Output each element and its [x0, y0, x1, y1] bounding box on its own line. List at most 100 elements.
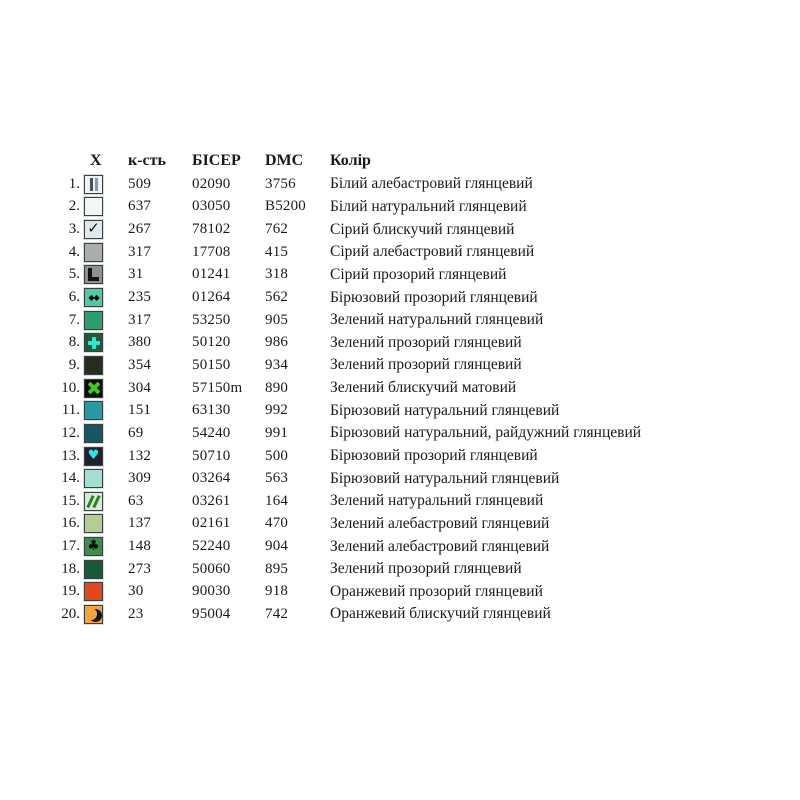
dmc-code: 500: [265, 447, 289, 464]
dmc-code: 991: [265, 424, 289, 441]
bead-code: 02090: [192, 175, 231, 192]
symbol-cell: [84, 514, 128, 534]
table-row: 2. 637 03050 B5200 Білий натуральний гля…: [58, 196, 758, 219]
bead-count: 148: [128, 538, 152, 555]
symbol-cell: [84, 423, 128, 443]
bead-code: 50710: [192, 447, 231, 464]
bead-count: 273: [128, 560, 152, 577]
table-row: 16. 137 02161 470 Зелений алебастровий г…: [58, 513, 758, 536]
dmc-code: 904: [265, 538, 289, 555]
bead-count: 63: [128, 492, 144, 509]
symbol-swatch: [84, 423, 103, 443]
row-number: 6.: [68, 289, 80, 306]
bead-count: 317: [128, 311, 152, 328]
bead-code: 78102: [192, 221, 231, 238]
symbol-cell: [84, 355, 128, 375]
heart-icon: ♥: [87, 448, 100, 463]
color-name: Оранжевий блискучий глянцевий: [330, 605, 551, 623]
color-name: Бірюзовий прозорий глянцевий: [330, 447, 538, 464]
bead-code: 03261: [192, 492, 231, 509]
row-number: 13.: [61, 447, 80, 464]
row-number: 12.: [61, 424, 80, 441]
dmc-code: 3756: [265, 175, 296, 192]
header-count: к-сть: [128, 151, 166, 169]
table-row: 5. 31 01241 318 Сірий прозорий глянцевий: [58, 264, 758, 287]
dmc-code: 563: [265, 470, 289, 487]
symbol-swatch: [84, 582, 103, 602]
symbol-swatch: [84, 242, 103, 262]
header-bead: БІСЕР: [192, 151, 241, 169]
bead-code: 52240: [192, 538, 231, 555]
symbol-swatch: [84, 469, 103, 489]
table-row: 9. 354 50150 934 Зелений прозорий глянце…: [58, 354, 758, 377]
header-dmc: DMC: [265, 151, 304, 169]
row-number: 11.: [61, 402, 80, 419]
bead-count: 235: [128, 289, 152, 306]
table-row: 13. ♥ 132 50710 500 Бірюзовий прозорий г…: [58, 445, 758, 468]
symbol-swatch: [84, 355, 103, 375]
table-row: 17. ♣ 148 52240 904 Зелений алебастровий…: [58, 535, 758, 558]
row-number: 5.: [68, 266, 80, 283]
dmc-code: 934: [265, 356, 289, 373]
dmc-code: 895: [265, 560, 289, 577]
bead-count: 151: [128, 402, 152, 419]
dmc-code: 164: [265, 492, 289, 509]
symbol-cell: [84, 197, 128, 217]
dmc-code: 318: [265, 266, 289, 283]
color-name: Бірюзовий натуральний, райдужний глянцев…: [330, 424, 642, 442]
bead-count: 354: [128, 356, 152, 373]
color-name: Зелений алебастровий глянцевий: [330, 537, 550, 555]
table-row: 4. 317 17708 415 Сірий алебастровий глян…: [58, 241, 758, 264]
dmc-code: 415: [265, 243, 289, 260]
bead-count: 137: [128, 515, 152, 532]
table-row: 6. ◆◆ 235 01264 562 Бірюзовий прозорий г…: [58, 286, 758, 309]
row-number: 7.: [68, 311, 80, 328]
dmc-code: 470: [265, 515, 289, 532]
table-row: 18. 273 50060 895 Зелений прозорий глянц…: [58, 558, 758, 581]
table-row: 1. 509 02090 3756 Білий алебастровий гля…: [58, 173, 758, 196]
bead-code: 01241: [192, 266, 231, 283]
legend-header-row: X к-сть БІСЕР DMC Колір: [58, 148, 758, 173]
bead-code: 02161: [192, 515, 231, 532]
legend-table-body: 1. 509 02090 3756 Білий алебастровий гля…: [58, 173, 758, 626]
dmc-code: 762: [265, 221, 289, 238]
bead-code: 54240: [192, 424, 231, 441]
bead-count: 380: [128, 334, 152, 351]
bead-count: 637: [128, 198, 152, 215]
symbol-cell: ♥: [84, 446, 128, 466]
row-number: 1.: [68, 175, 80, 192]
color-name: Зелений натуральний глянцевий: [330, 492, 544, 510]
symbol-swatch-clover: ♣: [84, 537, 103, 557]
bead-code: 95004: [192, 605, 231, 622]
color-name: Бірюзовий натуральний глянцевий: [330, 401, 560, 419]
symbol-cell: [84, 242, 128, 262]
symbol-cell: [84, 491, 128, 511]
color-name: Сірий прозорий глянцевий: [330, 265, 507, 283]
symbol-swatch-X: [84, 378, 103, 398]
row-number: 4.: [68, 243, 80, 260]
symbol-cell: [84, 378, 128, 398]
symbol-swatch-diamonds: ◆◆: [84, 288, 103, 308]
table-row: 12. 69 54240 991 Бірюзовий натуральний, …: [58, 422, 758, 445]
row-number: 8.: [68, 334, 80, 351]
bead-count: 69: [128, 424, 144, 441]
bead-code: 50150: [192, 356, 231, 373]
symbol-cell: [84, 559, 128, 579]
symbol-swatch-slashes: [84, 491, 103, 511]
bead-count: 509: [128, 175, 152, 192]
color-name: Білий натуральний глянцевий: [330, 197, 527, 215]
bead-code: 90030: [192, 583, 231, 600]
bead-code: 53250: [192, 311, 231, 328]
bead-code: 03050: [192, 198, 231, 215]
color-name: Бірюзовий прозорий глянцевий: [330, 288, 538, 306]
row-number: 18.: [61, 560, 80, 577]
color-name: Зелений алебастровий глянцевий: [330, 514, 550, 532]
bead-code: 03264: [192, 470, 231, 487]
table-row: 7. 317 53250 905 Зелений натуральний гля…: [58, 309, 758, 332]
bead-count: 317: [128, 243, 152, 260]
symbol-swatch: [84, 514, 103, 534]
clover-icon: ♣: [87, 538, 100, 555]
table-row: 3. ✓ 267 78102 762 Сірий блискучий глянц…: [58, 218, 758, 241]
symbol-cell: [84, 604, 128, 624]
row-number: 3.: [68, 221, 80, 238]
